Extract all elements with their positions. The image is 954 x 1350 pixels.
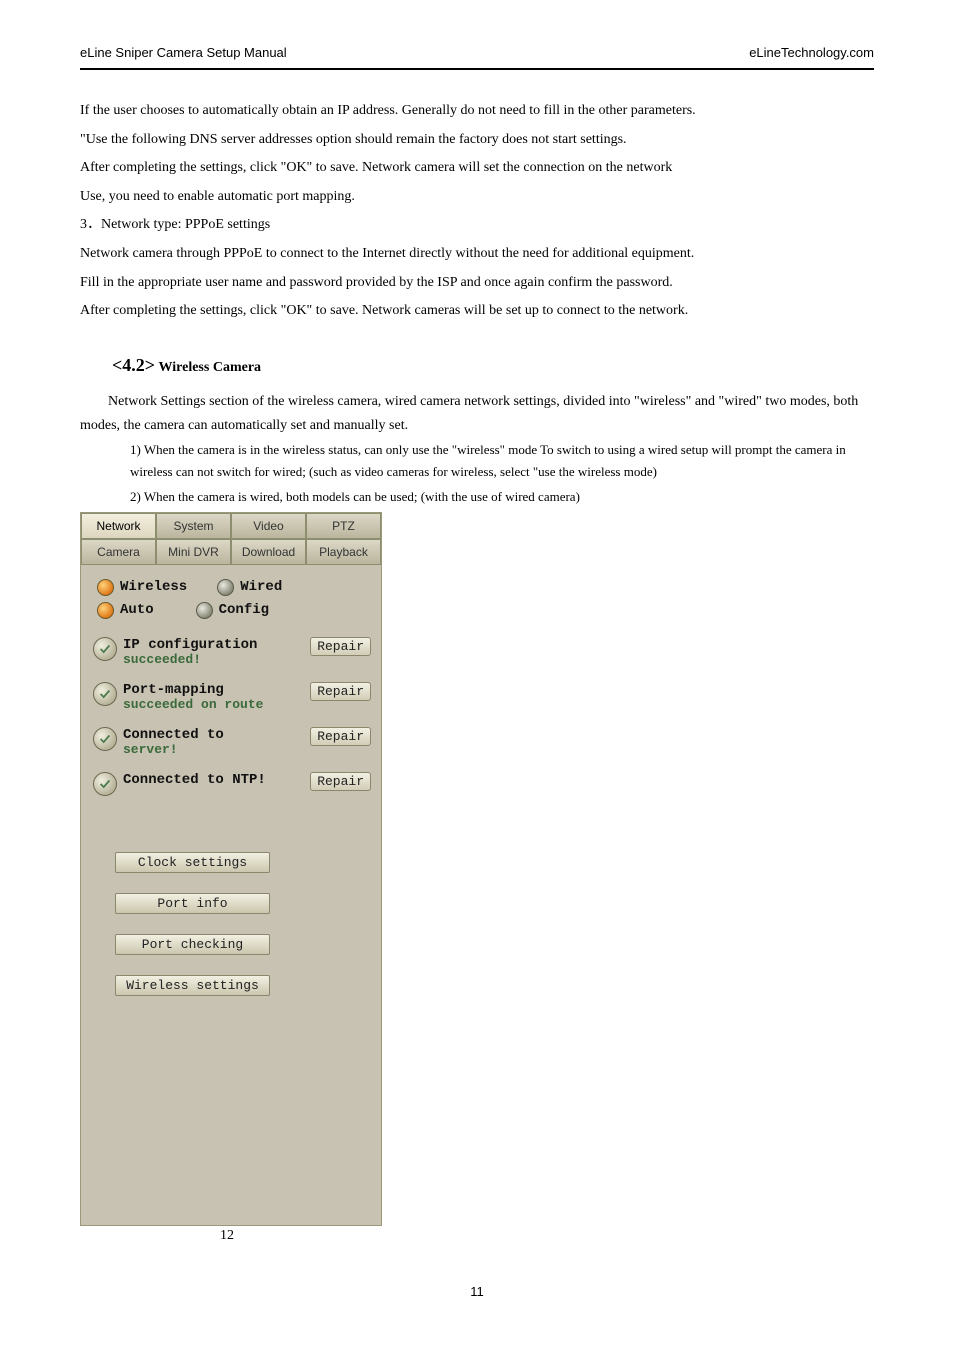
tab-system[interactable]: System <box>156 513 231 539</box>
para-4: Use, you need to enable automatic port m… <box>80 184 874 211</box>
tab-camera[interactable]: Camera <box>81 539 156 565</box>
para-5: 3．Network type: PPPoE settings <box>80 212 874 239</box>
status-ntp-line1: Connected to NTP! <box>123 772 306 788</box>
wireless-radio-icon[interactable] <box>97 579 114 596</box>
port-info-button[interactable]: Port info <box>115 893 270 914</box>
status-ntp: Connected to NTP! Repair <box>93 772 371 796</box>
figure-caption: 12 <box>220 1228 874 1244</box>
tab-video[interactable]: Video <box>231 513 306 539</box>
repair-server-button[interactable]: Repair <box>310 727 371 746</box>
port-checking-button[interactable]: Port checking <box>115 934 270 955</box>
check-icon <box>93 637 117 661</box>
settings-panel: Network System Video PTZ Camera Mini DVR… <box>80 512 382 1226</box>
wireless-settings-button[interactable]: Wireless settings <box>115 975 270 996</box>
wired-radio-label[interactable]: Wired <box>240 579 282 595</box>
para-7: Fill in the appropriate user name and pa… <box>80 270 874 297</box>
check-icon <box>93 772 117 796</box>
check-icon <box>93 727 117 751</box>
clock-settings-button[interactable]: Clock settings <box>115 852 270 873</box>
section-title: Wireless Camera <box>159 360 262 375</box>
para-2: "Use the following DNS server addresses … <box>80 127 874 154</box>
header-right: eLineTechnology.com <box>749 45 874 60</box>
tab-playback[interactable]: Playback <box>306 539 381 565</box>
repair-port-button[interactable]: Repair <box>310 682 371 701</box>
tab-minidvr[interactable]: Mini DVR <box>156 539 231 565</box>
status-port-line1: Port-mapping <box>123 682 306 698</box>
tab-ptz[interactable]: PTZ <box>306 513 381 539</box>
config-radio-label[interactable]: Config <box>219 602 269 618</box>
config-radio-icon[interactable] <box>196 602 213 619</box>
tab-row-bottom: Camera Mini DVR Download Playback <box>81 539 381 565</box>
status-port-line2: succeeded on route <box>123 698 306 713</box>
header-divider <box>80 68 874 70</box>
auto-radio-icon[interactable] <box>97 602 114 619</box>
status-server-line2: server! <box>123 743 306 758</box>
status-ip-line2: succeeded! <box>123 653 306 668</box>
check-icon <box>93 682 117 706</box>
para-8: After completing the settings, click "OK… <box>80 298 874 325</box>
auto-radio-label[interactable]: Auto <box>120 602 154 618</box>
section-sub1: 1) When the camera is in the wireless st… <box>130 439 874 483</box>
repair-ip-button[interactable]: Repair <box>310 637 371 656</box>
para-1: If the user chooses to automatically obt… <box>80 98 874 125</box>
status-server-line1: Connected to <box>123 727 306 743</box>
wireless-radio-label[interactable]: Wireless <box>120 579 187 595</box>
wired-radio-icon[interactable] <box>217 579 234 596</box>
repair-ntp-button[interactable]: Repair <box>310 772 371 791</box>
section-heading: <4.2> Wireless Camera <box>112 355 874 376</box>
status-ip-line1: IP configuration <box>123 637 306 653</box>
radio-row-2: Auto Config <box>97 602 371 619</box>
tab-download[interactable]: Download <box>231 539 306 565</box>
radio-row-1: Wireless Wired <box>97 579 371 596</box>
header-left: eLine Sniper Camera Setup Manual <box>80 45 287 60</box>
status-ip: IP configuration succeeded! Repair <box>93 637 371 668</box>
status-port: Port-mapping succeeded on route Repair <box>93 682 371 713</box>
section-number: <4.2> <box>112 355 155 375</box>
tab-network[interactable]: Network <box>81 513 156 539</box>
para-6: Network camera through PPPoE to connect … <box>80 241 874 268</box>
status-server: Connected to server! Repair <box>93 727 371 758</box>
section-para: Network Settings section of the wireless… <box>80 390 874 438</box>
page-number: 11 <box>80 1284 874 1299</box>
para-3: After completing the settings, click "OK… <box>80 155 874 182</box>
section-sub2: 2) When the camera is wired, both models… <box>130 486 874 508</box>
tab-row-top: Network System Video PTZ <box>81 513 381 539</box>
